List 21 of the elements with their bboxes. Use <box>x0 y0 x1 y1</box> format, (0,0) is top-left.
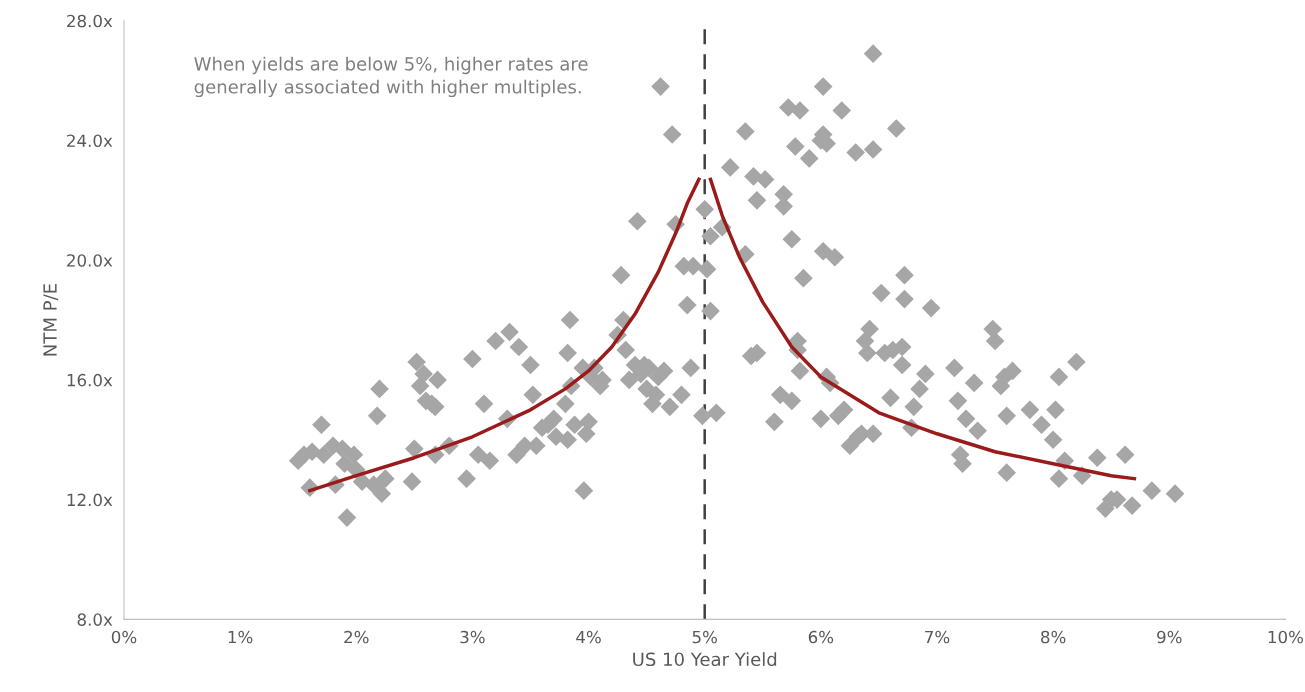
y-tick-label: 28.0x <box>67 14 113 28</box>
annotation: When yields are below 5%, higher rates are generally associated with higher multiples. <box>194 56 588 98</box>
x-tick-label: 10% <box>1268 630 1304 644</box>
y-tick-label: 12.0x <box>67 493 113 507</box>
x-tick-label: 5% <box>692 630 717 644</box>
x-tick-label: 9% <box>1157 630 1182 644</box>
x-tick-label: 6% <box>808 630 834 644</box>
x-tick-label: 4% <box>576 630 601 644</box>
y-tick-label: 8.0x <box>77 613 113 626</box>
x-tick-label: 7% <box>925 630 950 644</box>
x-tick-label: 1% <box>228 630 253 644</box>
y-tick-label: 16.0x <box>67 373 113 387</box>
y-tick-label: 24.0x <box>67 134 113 148</box>
line-series <box>708 177 1137 481</box>
x-tick-label: 3% <box>460 630 485 644</box>
x-tick-label: 2% <box>344 630 369 644</box>
y-axis-title: NTM P/E <box>43 284 59 356</box>
x-tick-label: 0% <box>111 630 137 644</box>
x-axis-title: US 10 Year Yield <box>633 652 777 667</box>
y-tick-label: 20.0x <box>67 254 113 267</box>
x-tick-label: 8% <box>1041 630 1066 644</box>
